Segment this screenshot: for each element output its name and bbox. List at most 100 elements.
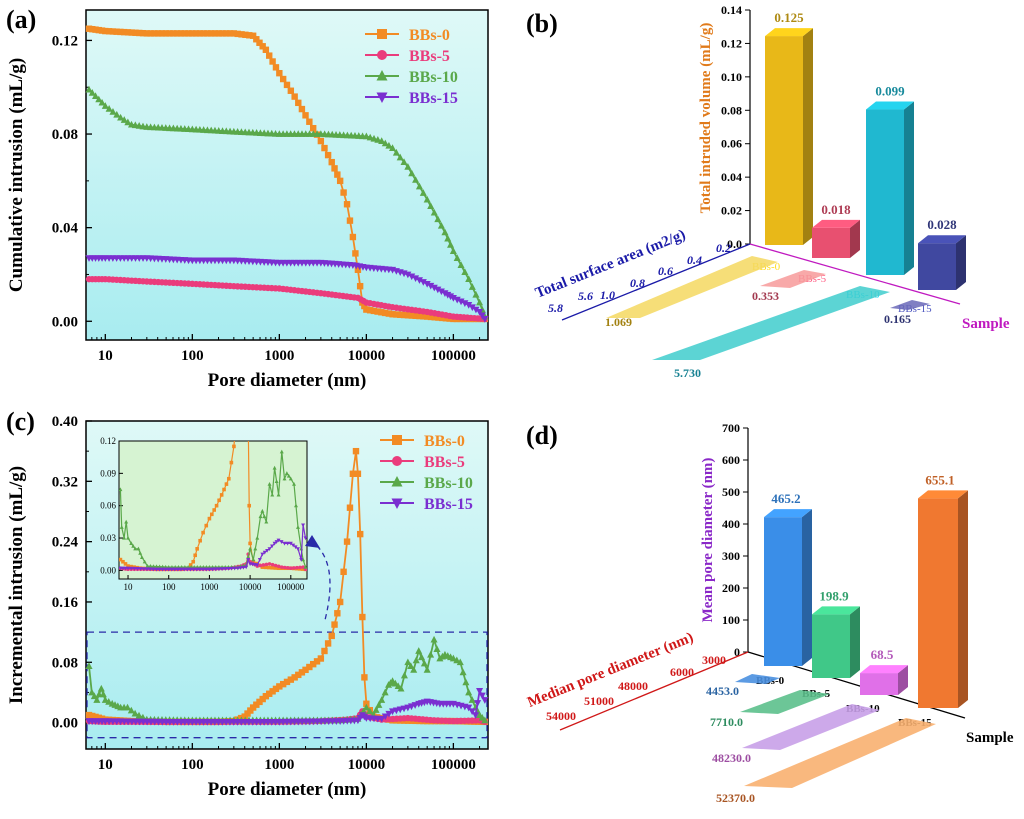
legend-label: BBs-5 bbox=[409, 48, 450, 65]
data-point bbox=[400, 311, 408, 319]
data-point bbox=[481, 716, 489, 724]
data-point bbox=[427, 650, 435, 658]
data-point bbox=[427, 202, 435, 210]
inset-point bbox=[204, 523, 209, 528]
data-point bbox=[453, 254, 461, 261]
inset-point bbox=[204, 567, 209, 572]
data-point bbox=[381, 309, 389, 317]
x-tick-label: 10000 bbox=[348, 757, 386, 773]
data-point bbox=[279, 75, 287, 83]
legend-label: BBs-0 bbox=[409, 27, 450, 44]
y-tick-label: 0.14 bbox=[721, 3, 742, 17]
inset-point bbox=[282, 476, 287, 481]
data-point bbox=[85, 711, 93, 719]
data-point bbox=[462, 678, 470, 686]
inset-point bbox=[212, 508, 216, 512]
data-point bbox=[357, 530, 364, 538]
data-point bbox=[177, 30, 185, 37]
inset-point bbox=[235, 566, 240, 571]
data-point bbox=[408, 273, 416, 281]
data-point bbox=[89, 712, 96, 720]
inset-x-tick-label: 10 bbox=[124, 582, 134, 592]
inset-point bbox=[175, 567, 180, 572]
inset-point bbox=[264, 519, 269, 524]
z-tick-label: 0.2 bbox=[716, 241, 731, 255]
volume-value-label: 0.099 bbox=[875, 84, 905, 99]
inset-point bbox=[163, 564, 168, 569]
data-point bbox=[412, 275, 420, 283]
inset-point bbox=[292, 566, 296, 570]
volume-bar-side bbox=[904, 101, 914, 276]
data-point bbox=[269, 58, 276, 65]
y-tick-label: 500 bbox=[722, 485, 740, 499]
inset-point bbox=[265, 548, 270, 553]
data-point bbox=[105, 698, 113, 705]
inset-point bbox=[238, 566, 243, 571]
data-point bbox=[124, 29, 132, 36]
data-point bbox=[366, 133, 374, 141]
data-point bbox=[113, 28, 120, 35]
volume-value-label: 0.125 bbox=[774, 10, 804, 25]
inset-point bbox=[282, 565, 287, 570]
mean-value-label: 465.2 bbox=[771, 491, 800, 506]
inset-point bbox=[139, 555, 144, 560]
inset-point bbox=[279, 449, 284, 454]
data-point bbox=[211, 30, 219, 37]
surface-area-axis bbox=[561, 243, 751, 321]
data-point bbox=[158, 30, 166, 37]
median-value-label: 52370.0 bbox=[716, 791, 755, 805]
data-point bbox=[420, 659, 428, 667]
inset-point bbox=[248, 546, 253, 551]
inset-point bbox=[126, 564, 130, 568]
inset-point bbox=[142, 559, 147, 564]
median-bar bbox=[742, 704, 880, 750]
inset-point bbox=[191, 567, 196, 572]
y-tick-label: 0.32 bbox=[52, 474, 78, 490]
data-point bbox=[340, 189, 347, 196]
mean-bar bbox=[812, 614, 850, 678]
data-point bbox=[230, 30, 238, 37]
data-point bbox=[309, 124, 317, 132]
data-point bbox=[356, 282, 364, 290]
inset-point bbox=[207, 567, 212, 572]
data-point bbox=[127, 706, 135, 714]
volume-value-label: 0.018 bbox=[821, 202, 851, 217]
inset-y-tick-label: 0.06 bbox=[100, 501, 116, 511]
inset-point bbox=[295, 565, 299, 570]
data-point bbox=[324, 151, 332, 159]
data-point bbox=[427, 313, 435, 321]
data-point bbox=[102, 27, 109, 35]
y-tick-label: 0.08 bbox=[52, 655, 78, 671]
data-point bbox=[279, 680, 287, 688]
data-point bbox=[449, 247, 457, 254]
data-point bbox=[291, 674, 298, 681]
data-point bbox=[336, 598, 344, 606]
data-point bbox=[423, 313, 431, 320]
data-point bbox=[306, 118, 313, 125]
mean-bar-side bbox=[958, 490, 968, 708]
data-point bbox=[283, 81, 291, 89]
data-point bbox=[363, 306, 370, 313]
data-point bbox=[154, 30, 162, 37]
data-point bbox=[120, 116, 128, 123]
median-bar bbox=[735, 674, 780, 684]
inset-point bbox=[279, 565, 284, 569]
series-BBs-15 bbox=[85, 688, 489, 726]
mean-bar-top bbox=[860, 665, 908, 674]
y-tick-label: 0.00 bbox=[52, 314, 78, 330]
data-point bbox=[459, 668, 467, 676]
inset-point bbox=[178, 567, 183, 572]
data-point bbox=[117, 28, 124, 36]
data-point bbox=[166, 30, 173, 37]
data-point bbox=[461, 268, 469, 276]
volume-bar-top bbox=[918, 235, 966, 244]
inset-point bbox=[255, 563, 260, 568]
data-point bbox=[151, 30, 158, 37]
data-point bbox=[449, 294, 457, 302]
data-point bbox=[453, 296, 461, 304]
data-point bbox=[407, 662, 415, 669]
inset-point bbox=[295, 547, 300, 551]
inset-point bbox=[260, 565, 265, 569]
inset-point bbox=[166, 567, 171, 572]
inset-point bbox=[303, 564, 307, 569]
